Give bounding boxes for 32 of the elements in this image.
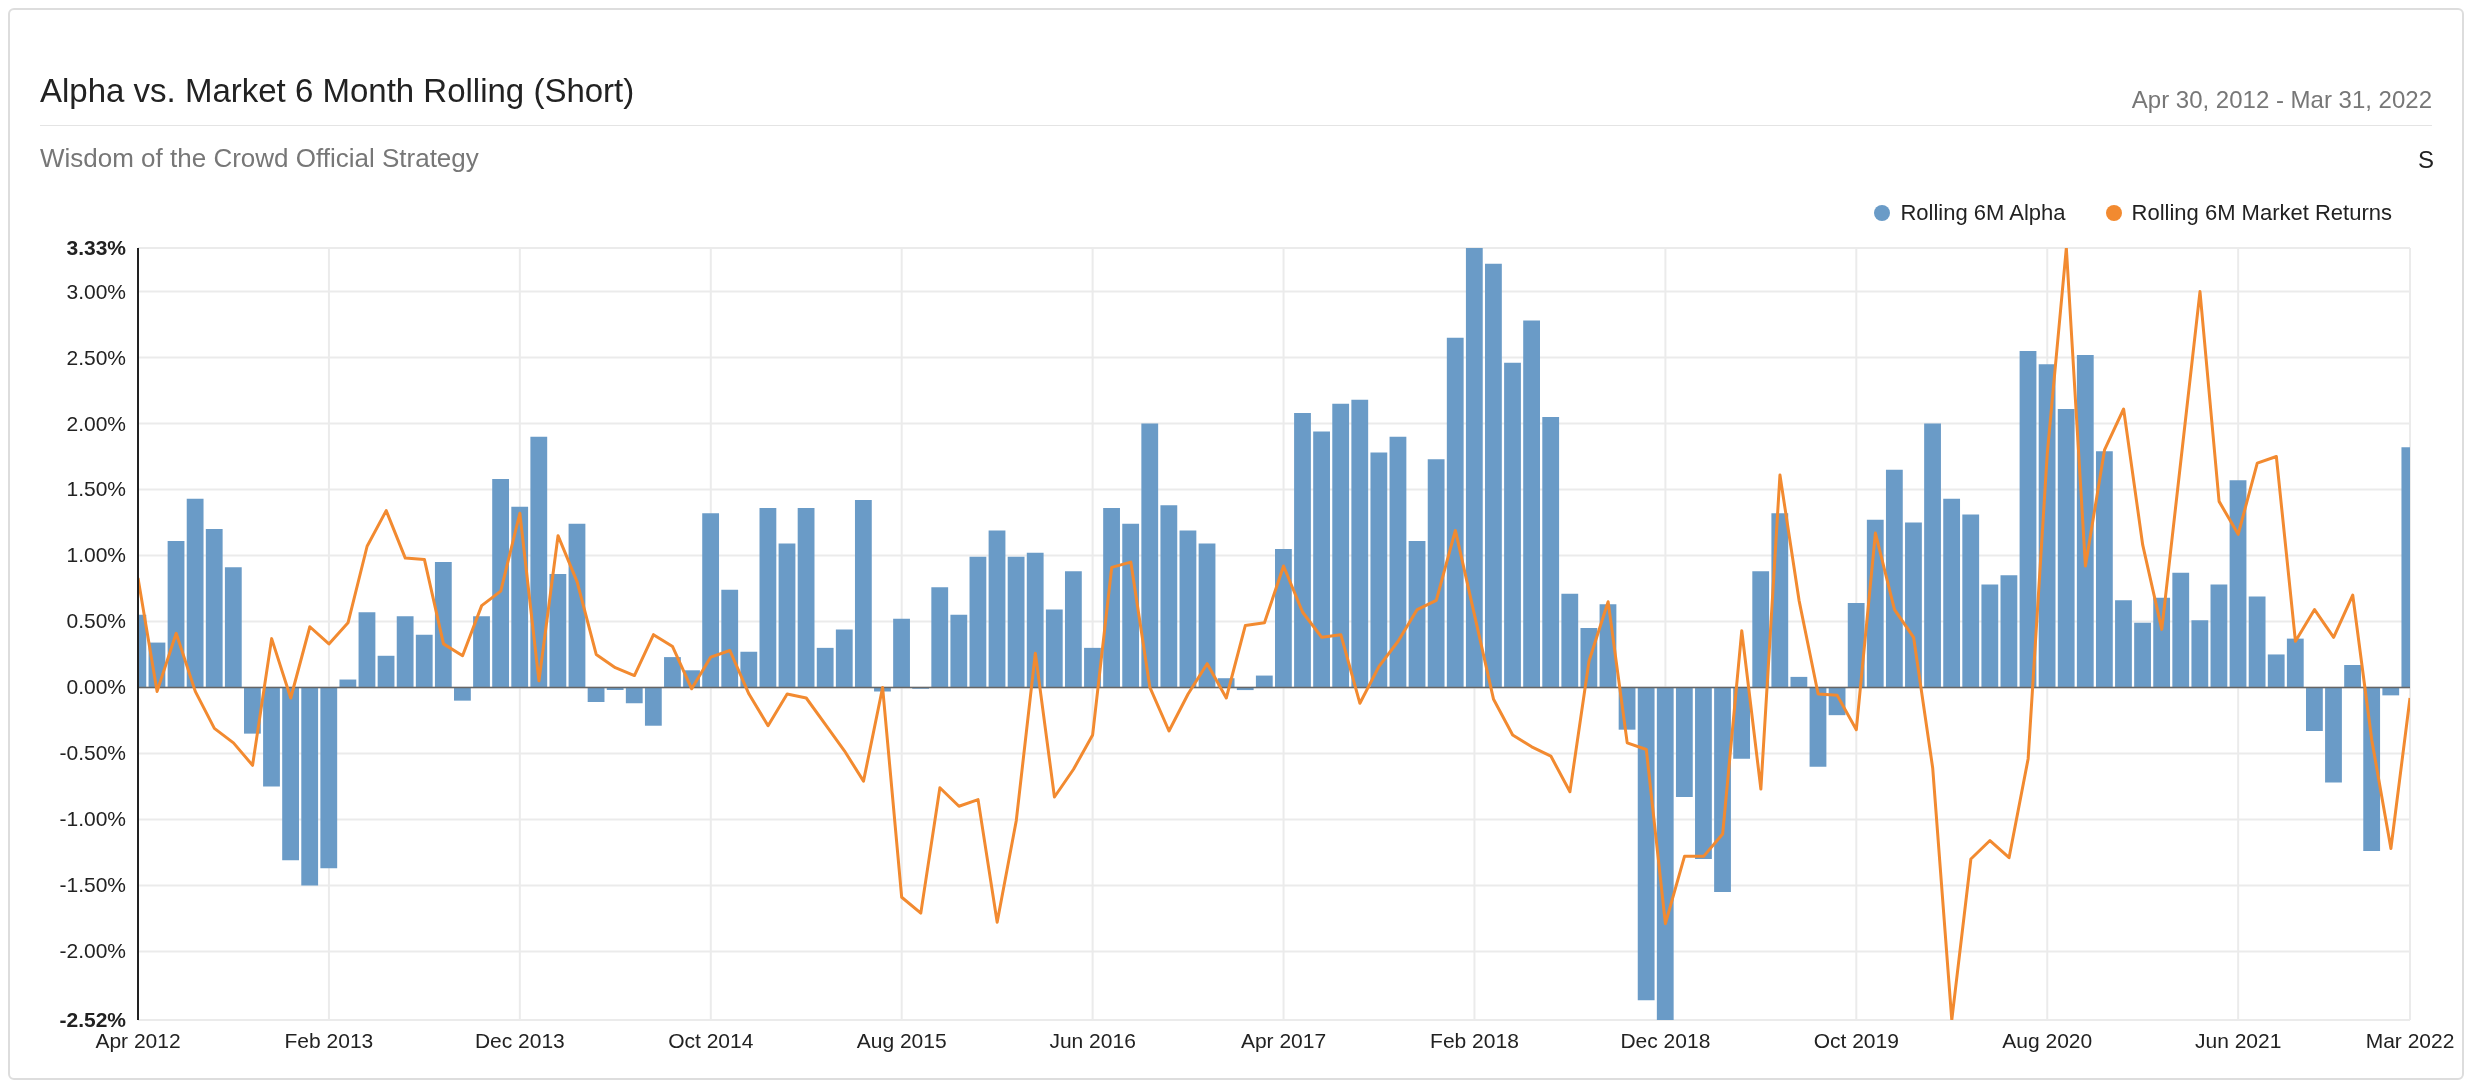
text: S bbox=[2417, 146, 2434, 174]
x-tick-label: Apr 2017 bbox=[1240, 1029, 1327, 1052]
y-tick-label: -1.50% bbox=[59, 873, 126, 897]
x-tick-label: Jun 2021 bbox=[2194, 1029, 2282, 1052]
x-tick-label: Feb 2018 bbox=[1430, 1029, 1519, 1052]
x-tick-label: Apr 2012 bbox=[95, 1029, 181, 1052]
legend-label: Rolling 6M Market Returns bbox=[2131, 200, 2392, 226]
y-tick-label: 3.33% bbox=[66, 236, 127, 259]
y-tick-label: 1.00% bbox=[66, 543, 126, 567]
x-tick-label: Dec 2013 bbox=[474, 1029, 565, 1052]
text: Apr 30, 2012 - Mar 31, 2022 bbox=[2131, 86, 2432, 114]
y-tick-label: 2.50% bbox=[66, 345, 126, 369]
chart-subtitle: Wisdom of the Crowd Official Strategy bbox=[40, 143, 479, 174]
x-tick-label: Oct 2019 bbox=[1813, 1029, 1899, 1052]
y-tick-label: 2.00% bbox=[66, 411, 126, 435]
x-tick-label: Jun 2016 bbox=[1049, 1029, 1136, 1052]
y-tick-label: -2.52% bbox=[59, 1008, 127, 1031]
y-tick-label: -1.00% bbox=[59, 807, 126, 831]
y-tick-label: 0.50% bbox=[66, 609, 126, 633]
y-tick-label: -0.50% bbox=[59, 741, 126, 765]
y-tick-label: 1.50% bbox=[66, 477, 126, 501]
legend-label: Rolling 6M Alpha bbox=[1900, 200, 2066, 226]
chart-title: Alpha vs. Market 6 Month Rolling (Short) bbox=[40, 72, 635, 110]
x-tick-label: Feb 2013 bbox=[284, 1029, 374, 1052]
y-tick-label: 0.00% bbox=[66, 675, 126, 699]
y-tick-label: -2.00% bbox=[59, 939, 126, 963]
y-tick-label: 3.00% bbox=[66, 279, 126, 303]
x-tick-label: Mar 2022 bbox=[2365, 1029, 2455, 1052]
x-tick-label: Dec 2018 bbox=[1620, 1029, 1711, 1052]
x-tick-label: Aug 2020 bbox=[2002, 1029, 2093, 1052]
x-tick-label: Oct 2014 bbox=[668, 1029, 754, 1052]
x-tick-label: Aug 2015 bbox=[856, 1029, 947, 1052]
